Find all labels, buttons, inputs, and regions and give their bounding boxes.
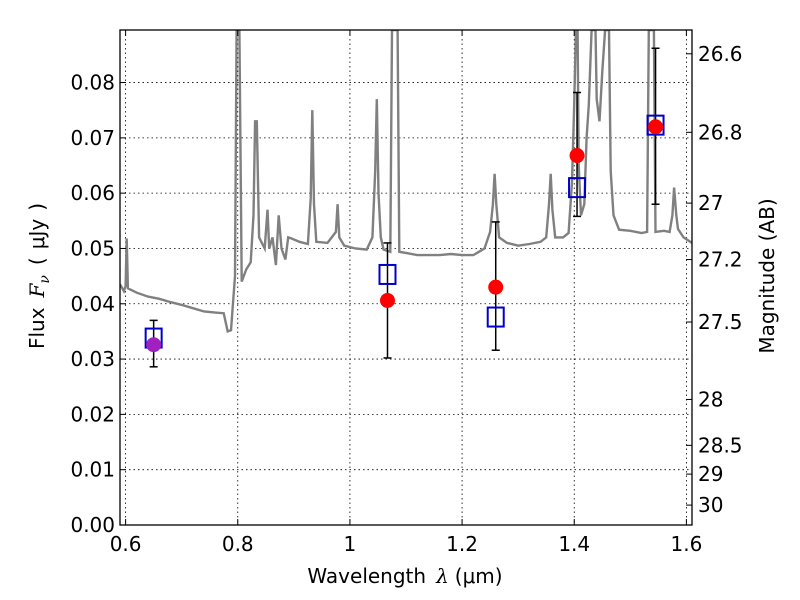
circle-marker bbox=[146, 337, 162, 353]
y-axis-label-unit: μJy bbox=[25, 219, 49, 250]
y-axis-label: Flux Fν ( μJy) bbox=[25, 203, 53, 349]
x-tick-label: 0.6 bbox=[110, 532, 142, 556]
y-axis-label-paren-open: ( bbox=[25, 257, 49, 265]
circle-marker bbox=[488, 279, 504, 295]
right-tick-label: 27 bbox=[698, 191, 723, 215]
x-axis-label-unit: (μm) bbox=[455, 564, 503, 588]
square-marker bbox=[646, 114, 665, 136]
spectrum-line bbox=[120, 30, 692, 333]
circle-marker bbox=[569, 148, 585, 164]
right-tick-label: 27.2 bbox=[698, 248, 743, 272]
square-marker bbox=[568, 177, 587, 199]
grid bbox=[120, 30, 692, 526]
x-axis-label: Wavelength λ (μm) bbox=[307, 564, 502, 588]
y-tick-label: 0.07 bbox=[70, 126, 115, 150]
x-tick-label: 1.2 bbox=[446, 532, 478, 556]
x-axis-label-symbol: λ bbox=[435, 564, 449, 588]
right-tick-label: 29 bbox=[698, 462, 723, 486]
circle-marker bbox=[379, 292, 395, 308]
right-tick-label: 28.5 bbox=[698, 433, 743, 457]
right-axis-label: Magnitude (AB) bbox=[755, 198, 779, 353]
x-tick-label: 0.8 bbox=[222, 532, 254, 556]
y-tick-label: 0.02 bbox=[70, 402, 115, 426]
x-tick-label: 1.4 bbox=[558, 532, 590, 556]
x-tick-label: 1 bbox=[344, 532, 357, 556]
y-tick-label: 0.04 bbox=[70, 292, 115, 316]
square-marker bbox=[378, 263, 397, 285]
y-tick-label: 0.00 bbox=[70, 513, 115, 537]
y-tick-label: 0.08 bbox=[70, 71, 115, 95]
right-tick-label: 26.8 bbox=[698, 120, 743, 144]
right-tick-label: 28 bbox=[698, 387, 723, 411]
y-tick-label: 0.01 bbox=[70, 458, 115, 482]
right-tick-label: 26.6 bbox=[698, 42, 743, 66]
y-tick-label: 0.05 bbox=[70, 236, 115, 260]
ticks: 0.6 0.8 1 1.2 1.4 1.6 0.00 0.01 0.02 0.03 0.04 0.05… bbox=[70, 30, 743, 556]
plot-frame bbox=[119, 29, 693, 526]
x-tick-label: 1.6 bbox=[670, 532, 702, 556]
x-axis-label-prefix: Wavelength bbox=[307, 564, 426, 588]
right-tick-label: 30 bbox=[698, 493, 723, 517]
spectrum bbox=[120, 30, 692, 333]
square-marker bbox=[486, 306, 505, 328]
data-points bbox=[144, 47, 665, 368]
y-axis-label-subscript: ν bbox=[37, 275, 53, 284]
y-axis-label-symbol: F bbox=[25, 282, 49, 298]
y-axis-label-prefix: Flux bbox=[25, 307, 49, 349]
right-tick-label: 27.5 bbox=[698, 310, 743, 334]
circle-marker bbox=[648, 119, 664, 135]
y-tick-label: 0.03 bbox=[70, 347, 115, 371]
y-tick-label: 0.06 bbox=[70, 181, 115, 205]
y-axis-label-paren-close: ) bbox=[25, 203, 49, 211]
